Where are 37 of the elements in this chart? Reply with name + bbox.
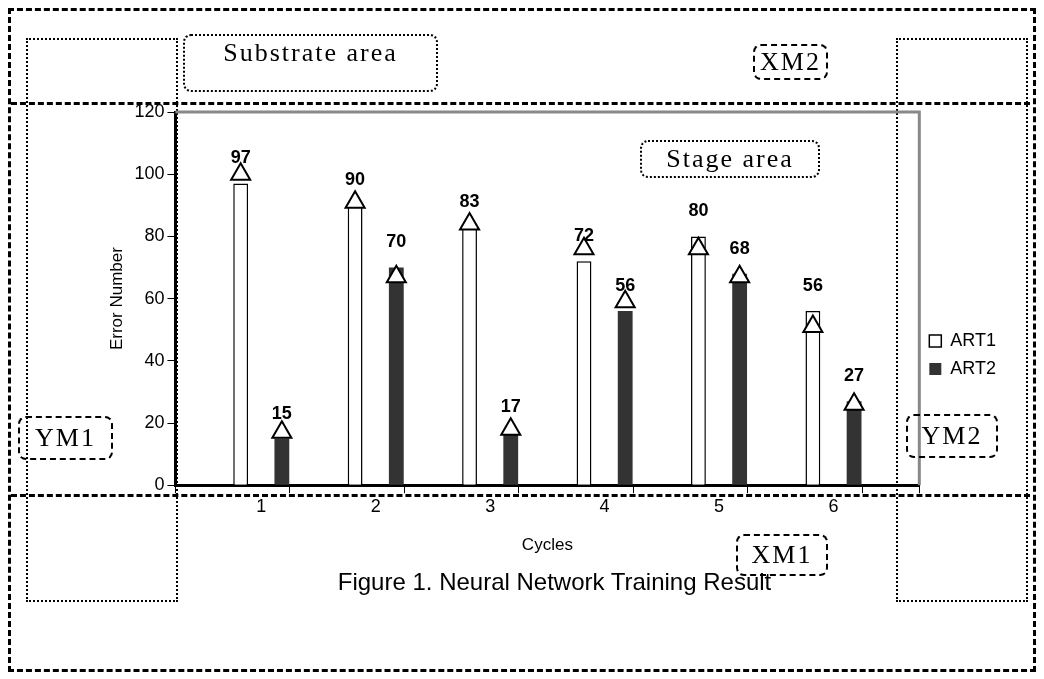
bar: [274, 438, 290, 485]
text: Substrate area: [183, 34, 438, 92]
y-tick-label: 40: [144, 349, 165, 370]
y-tick-label: 0: [154, 474, 165, 495]
y-tick-label: 100: [134, 163, 165, 184]
bar: [617, 311, 633, 485]
text: ART1: [950, 329, 996, 350]
text: XM2: [753, 44, 828, 80]
text: YM2: [906, 414, 998, 458]
x-tick-label: 5: [714, 495, 725, 516]
y-axis-title: Error Number: [106, 246, 126, 351]
y-tick-label: 80: [144, 225, 165, 246]
data-label: 27: [844, 365, 865, 386]
data-label: 56: [615, 275, 636, 296]
bar: [388, 267, 404, 485]
data-label: 70: [386, 231, 407, 252]
x-tick-label: 6: [828, 495, 839, 516]
data-label: 56: [802, 275, 823, 296]
data-label: 72: [573, 225, 595, 246]
annotation: Stage area: [640, 140, 820, 178]
data-label: 97: [230, 147, 251, 168]
x-axis-title: Cycles: [521, 534, 573, 554]
x-tick-label: 1: [256, 495, 267, 516]
legend-label: ART2: [950, 357, 996, 378]
x-tick-label: 4: [599, 495, 610, 516]
data-label: 90: [345, 169, 366, 190]
text: YM1: [18, 416, 113, 460]
y-tick-label: 60: [144, 287, 165, 308]
data-label: 68: [729, 237, 750, 258]
data-label: 15: [271, 402, 292, 423]
bar: [732, 273, 748, 485]
x-tick-label: 2: [370, 495, 381, 516]
y-tick-label: 20: [144, 411, 165, 432]
data-label: 80: [688, 200, 709, 221]
data-label: 83: [459, 191, 480, 212]
data-label: 17: [500, 396, 521, 417]
x-tick-label: 3: [485, 495, 496, 516]
